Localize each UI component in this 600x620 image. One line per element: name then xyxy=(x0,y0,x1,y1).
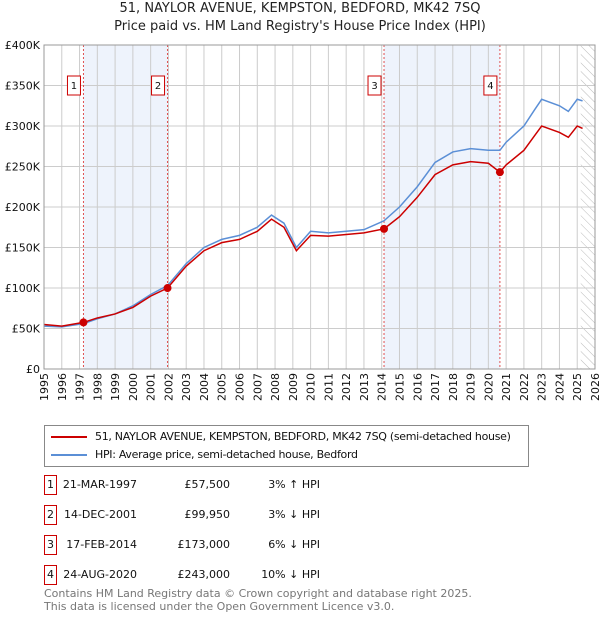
x-tick-label: 2021 xyxy=(500,373,513,401)
x-tick-label: 2006 xyxy=(234,373,247,401)
legend-blue-label: HPI: Average price, semi-detached house,… xyxy=(95,448,358,461)
transaction-date: 14-DEC-2001 xyxy=(63,508,137,521)
transaction-badge: 4 xyxy=(44,565,57,585)
y-tick-label: £250K xyxy=(5,161,41,174)
transaction-row: 4 24-AUG-2020 £243,000 10% ↓ HPI xyxy=(44,565,444,585)
sale-point xyxy=(380,224,389,233)
transaction-hpi: 6% ↓ HPI xyxy=(268,538,320,551)
sale-label: 3 xyxy=(371,81,377,92)
y-tick-label: £300K xyxy=(5,120,41,133)
x-tick-label: 2008 xyxy=(269,373,282,401)
y-tick-label: £150K xyxy=(5,242,41,255)
x-tick-label: 2022 xyxy=(518,373,531,401)
x-tick-label: 2018 xyxy=(447,373,460,401)
transaction-row: 1 21-MAR-1997 £57,500 3% ↑ HPI xyxy=(44,475,444,495)
x-tick-label: 2013 xyxy=(358,373,371,401)
x-tick-label: 2001 xyxy=(145,373,158,401)
x-tick-label: 2014 xyxy=(376,373,389,401)
transaction-badge: 3 xyxy=(44,535,57,555)
x-tick-label: 2020 xyxy=(482,373,495,401)
y-tick-label: £400K xyxy=(5,39,41,52)
x-tick-label: 2011 xyxy=(322,373,335,401)
chart-subtitle: Price paid vs. HM Land Registry's House … xyxy=(114,19,486,34)
y-tick-label: £100K xyxy=(5,282,41,295)
transaction-hpi: 10% ↓ HPI xyxy=(261,568,320,581)
x-tick-label: 2005 xyxy=(216,373,229,401)
transaction-date: 17-FEB-2014 xyxy=(66,538,137,551)
x-tick-label: 2019 xyxy=(465,373,478,401)
x-tick-label: 2015 xyxy=(393,373,406,401)
footer-licence: This data is licensed under the Open Gov… xyxy=(44,600,395,613)
legend-red-swatch xyxy=(51,436,87,438)
transaction-date: 24-AUG-2020 xyxy=(63,568,137,581)
footer-copyright: Contains HM Land Registry data © Crown c… xyxy=(44,587,472,600)
transaction-hpi: 3% ↑ HPI xyxy=(268,478,320,491)
plot-frame xyxy=(43,44,596,370)
transaction-badge: 2 xyxy=(44,505,57,525)
transaction-price: £99,950 xyxy=(184,508,231,521)
x-tick-label: 2007 xyxy=(251,373,264,401)
sale-point xyxy=(495,168,504,177)
sale-point xyxy=(79,318,88,327)
y-tick-label: £350K xyxy=(5,80,41,93)
price-paid-line xyxy=(43,125,583,327)
x-tick-label: 2017 xyxy=(429,373,442,401)
x-tick-label: 1999 xyxy=(109,373,122,401)
transaction-price: £57,500 xyxy=(184,478,231,491)
x-tick-label: 1995 xyxy=(38,373,51,401)
sale-label: 4 xyxy=(487,81,493,92)
sale-point xyxy=(163,284,172,293)
x-tick-label: 2009 xyxy=(287,373,300,401)
y-tick-label: £0 xyxy=(26,363,40,376)
x-tick-label: 2004 xyxy=(198,373,211,401)
footer: Contains HM Land Registry data © Crown c… xyxy=(44,587,472,613)
legend: 51, NAYLOR AVENUE, KEMPSTON, BEDFORD, MK… xyxy=(44,425,529,467)
transaction-row: 2 14-DEC-2001 £99,950 3% ↓ HPI xyxy=(44,505,444,525)
transaction-price: £243,000 xyxy=(177,568,231,581)
x-tick-label: 2012 xyxy=(340,373,353,401)
y-tick-label: £50K xyxy=(12,323,41,336)
sale-label: 2 xyxy=(155,81,161,92)
legend-red-label: 51, NAYLOR AVENUE, KEMPSTON, BEDFORD, MK… xyxy=(95,430,511,443)
x-tick-label: 2023 xyxy=(536,373,549,401)
legend-blue-swatch xyxy=(51,454,87,456)
x-tick-label: 2002 xyxy=(162,373,175,401)
sale-label-box xyxy=(483,75,498,96)
hpi-line xyxy=(43,98,583,328)
transaction-badge: 1 xyxy=(44,475,57,495)
x-tick-label: 1998 xyxy=(91,373,104,401)
x-tick-label: 2003 xyxy=(180,373,193,401)
transaction-date: 21-MAR-1997 xyxy=(62,478,137,491)
x-tick-label: 2010 xyxy=(305,373,318,401)
transaction-row: 3 17-FEB-2014 £173,000 6% ↓ HPI xyxy=(44,535,444,555)
sale-label-box xyxy=(367,75,382,96)
sale-label: 1 xyxy=(71,81,77,92)
transaction-price: £173,000 xyxy=(177,538,231,551)
transaction-hpi: 3% ↓ HPI xyxy=(268,508,320,521)
chart-title: 51, NAYLOR AVENUE, KEMPSTON, BEDFORD, MK… xyxy=(119,1,481,16)
x-tick-label: 2024 xyxy=(553,373,566,401)
sale-label-box xyxy=(151,75,166,96)
x-tick-label: 1997 xyxy=(74,373,87,401)
sale-label-box xyxy=(66,75,81,96)
x-tick-label: 2016 xyxy=(411,373,424,401)
y-tick-label: £200K xyxy=(5,201,41,214)
x-tick-label: 2026 xyxy=(589,373,600,401)
x-tick-label: 1996 xyxy=(56,373,69,401)
x-tick-label: 2025 xyxy=(571,373,584,401)
plot-area: 1995 1996 1997 1998 1999 2000 2001 2002 2003 2004… xyxy=(5,39,600,401)
x-tick-label: 2000 xyxy=(127,373,140,401)
